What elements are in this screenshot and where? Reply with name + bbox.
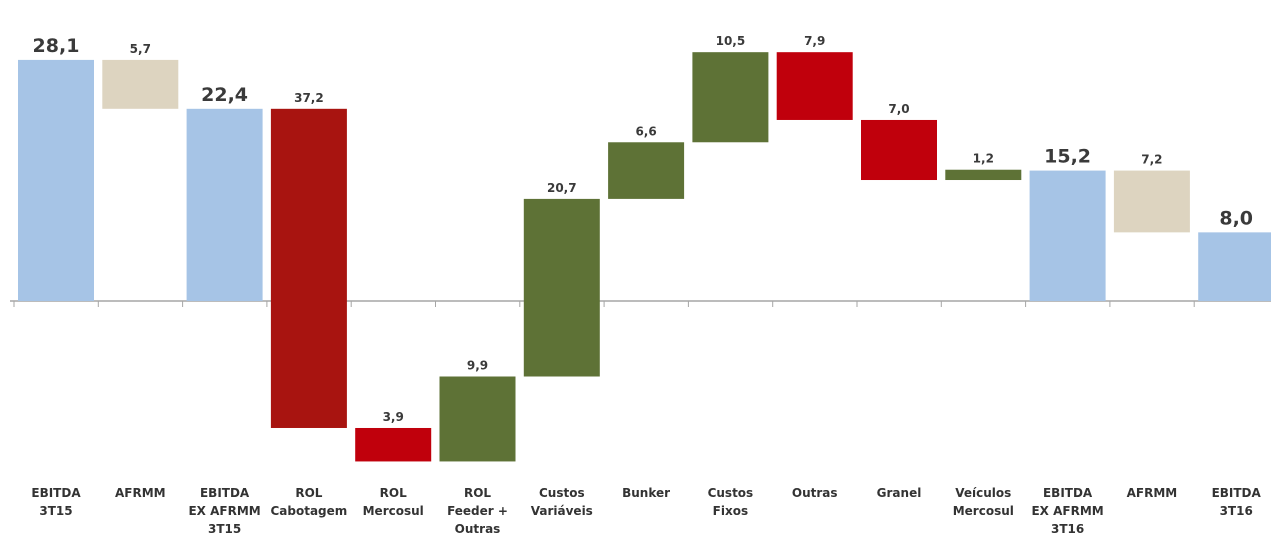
bar-ebitda-ex-afrmm-3t16 [1029, 170, 1106, 301]
bar-rol-cabotagem [270, 108, 347, 428]
bar-ebitda-ex-afrmm-3t15 [186, 108, 263, 301]
value-label-afrmm: 7,2 [1141, 153, 1162, 167]
value-label-rol-cabotagem: 37,2 [294, 91, 324, 105]
value-label-granel: 7,0 [888, 102, 909, 116]
bar-ebitda-3t16 [1198, 232, 1271, 301]
value-label-ebitda-ex-afrmm-3t16: 15,2 [1044, 146, 1091, 168]
category-label-granel: Granel [877, 486, 922, 500]
bar-custos-variaveis [523, 198, 600, 377]
category-label-rol-feeder-plus-outras: ROL Feeder + Outras [447, 486, 508, 536]
bar-custos-fixos [692, 52, 769, 143]
category-label-rol-mercosul: ROL Mercosul [363, 486, 424, 518]
value-label-ebitda-ex-afrmm-3t15: 22,4 [201, 84, 248, 106]
value-label-custos-variaveis: 20,7 [547, 181, 577, 195]
category-label-ebitda-3t16: EBITDA 3T16 [1212, 486, 1262, 518]
value-label-ebitda-3t15: 28,1 [33, 35, 80, 57]
category-label-afrmm: AFRMM [1127, 486, 1178, 500]
category-label-ebitda-3t15: EBITDA 3T15 [31, 486, 81, 518]
category-label-outras: Outras [792, 486, 838, 500]
value-label-rol-feeder-plus-outras: 9,9 [467, 359, 488, 373]
bar-veiculos-mercosul [945, 169, 1022, 181]
bar-bunker [608, 142, 685, 199]
bar-rol-feeder-plus-outras [439, 376, 516, 462]
value-label-custos-fixos: 10,5 [716, 34, 746, 48]
bar-afrmm [102, 59, 179, 109]
category-label-ebitda-ex-afrmm-3t16: EBITDA EX AFRMM 3T16 [1031, 486, 1103, 536]
category-label-custos-variaveis: Custos Variáveis [531, 486, 593, 518]
value-label-afrmm: 5,7 [130, 42, 151, 56]
category-label-rol-cabotagem: ROL Cabotagem [270, 486, 347, 518]
value-label-outras: 7,9 [804, 34, 825, 48]
category-label-custos-fixos: Custos Fixos [708, 486, 754, 518]
bar-outras [776, 52, 853, 120]
bar-granel [861, 119, 937, 181]
category-label-bunker: Bunker [622, 486, 670, 500]
category-label-veiculos-mercosul: Veículos Mercosul [953, 486, 1014, 518]
bar-ebitda-3t15 [18, 59, 94, 301]
value-label-rol-mercosul: 3,9 [383, 410, 404, 424]
bar-afrmm [1113, 170, 1190, 233]
value-label-bunker: 6,6 [635, 124, 656, 138]
value-label-ebitda-3t16: 8,0 [1219, 207, 1253, 229]
category-label-ebitda-ex-afrmm-3t15: EBITDA EX AFRMM 3T15 [188, 486, 260, 536]
bar-rol-mercosul [355, 427, 432, 462]
category-label-afrmm: AFRMM [115, 486, 166, 500]
value-label-veiculos-mercosul: 1,2 [973, 152, 994, 166]
